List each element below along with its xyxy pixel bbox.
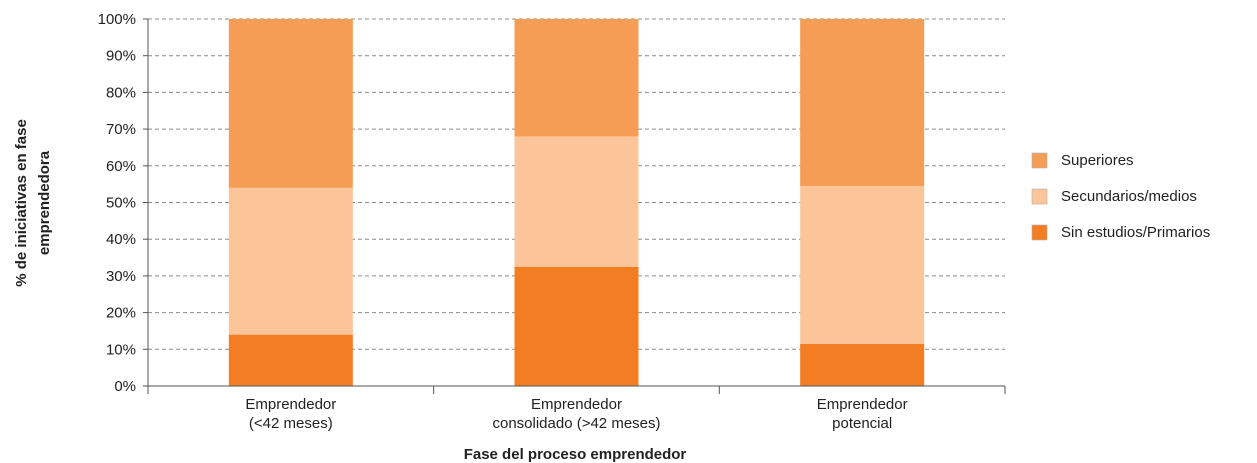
x-category-label: Emprendedor potencial	[817, 396, 908, 432]
bars	[228, 19, 925, 386]
y-tick-label: 20%	[106, 305, 136, 322]
x-category-label: Emprendedor (<42 meses)	[245, 396, 336, 432]
bar-segment	[228, 334, 353, 386]
x-category-label-line: Emprendedor	[531, 396, 622, 413]
legend-swatch	[1031, 152, 1048, 169]
y-tick-label: 50%	[106, 195, 136, 212]
y-tick-label: 80%	[106, 84, 136, 101]
bar-segment	[800, 19, 925, 186]
bar-segment	[800, 185, 925, 344]
bar-segment	[514, 136, 639, 267]
bar-segment	[800, 343, 925, 386]
bar-segment	[514, 266, 639, 386]
bar-segment	[514, 19, 639, 137]
legend-label: Superiores	[1061, 152, 1134, 169]
x-category-label-line: (<42 meses)	[249, 415, 333, 432]
y-tick-label: 10%	[106, 341, 136, 358]
y-tick-labels: 0% 10% 20% 30% 40% 50% 60% 70% 80% 90% 100%	[98, 11, 148, 395]
x-category-label-line: consolidado (>42 meses)	[492, 415, 660, 432]
y-tick-label: 30%	[106, 268, 136, 285]
x-category-label-line: Emprendedor	[245, 396, 336, 413]
legend-swatch	[1031, 188, 1048, 205]
x-category-label-line: Emprendedor	[817, 396, 908, 413]
y-tick-label: 0%	[114, 378, 136, 395]
x-category-label-line: potencial	[832, 415, 892, 432]
x-axis-title: Fase del proceso emprendedor	[464, 446, 687, 463]
legend-swatch	[1031, 224, 1048, 241]
y-tick-label: 60%	[106, 158, 136, 175]
bar-segment	[228, 187, 353, 335]
bar-segment	[228, 19, 353, 188]
y-axis-title-line: emprendedora	[36, 150, 53, 255]
y-axis-title: % de iniciativas en fase emprendedora	[13, 119, 53, 287]
y-tick-label: 90%	[106, 48, 136, 65]
legend: Superiores Secundarios/medios Sin estudios…	[1031, 152, 1210, 241]
legend-label: Secundarios/medios	[1061, 188, 1197, 205]
x-category-label: Emprendedor consolidado (>42 meses)	[492, 396, 660, 432]
x-category-labels: Emprendedor (<42 meses) Emprendedor consoli…	[245, 396, 907, 432]
y-tick-label: 70%	[106, 121, 136, 138]
y-tick-label: 100%	[98, 11, 136, 28]
y-tick-label: 40%	[106, 231, 136, 248]
legend-label: Sin estudios/Primarios	[1061, 224, 1210, 241]
y-axis-title-line: % de iniciativas en fase	[13, 119, 30, 287]
